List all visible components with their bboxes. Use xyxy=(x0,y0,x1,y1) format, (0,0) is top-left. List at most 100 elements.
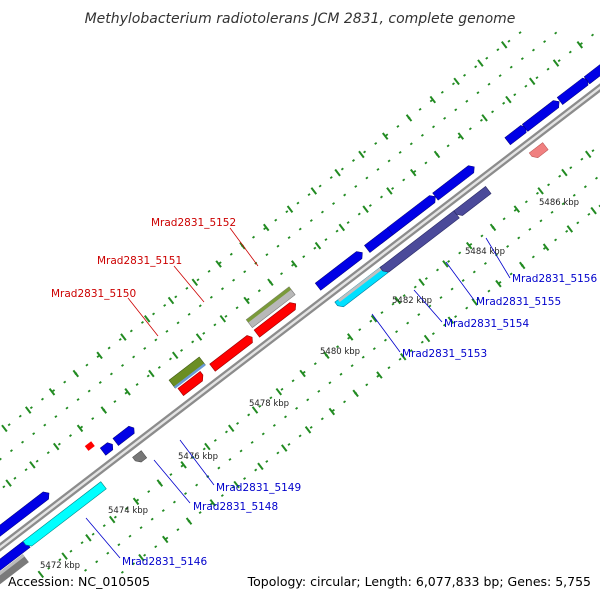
grid-dot xyxy=(343,193,347,197)
grid-dot xyxy=(302,255,306,259)
label-mrad2831-5149[interactable]: Mrad2831_5149 xyxy=(216,482,301,494)
major-tick xyxy=(409,168,417,177)
grid-dot xyxy=(376,167,380,171)
gene-gray-left[interactable] xyxy=(0,554,29,593)
major-tick xyxy=(566,225,574,233)
grid-dot xyxy=(161,509,165,513)
gene-blue-5486-c[interactable] xyxy=(556,76,590,105)
gene-mrad2831-5156[interactable] xyxy=(528,142,549,160)
grid-dot xyxy=(129,329,133,333)
grid-dot xyxy=(487,82,491,86)
gene-mrad2831-5151[interactable] xyxy=(209,334,255,372)
label-mrad2831-5156[interactable]: Mrad2831_5156 xyxy=(512,273,597,285)
grid-dot xyxy=(396,124,400,128)
grid-dot xyxy=(302,370,306,374)
grid-dot xyxy=(131,562,135,566)
gene-blue-small[interactable] xyxy=(99,441,115,456)
grid-dot xyxy=(0,457,2,461)
grid-dot xyxy=(557,59,561,63)
gene-blue-5484[interactable] xyxy=(432,163,477,201)
gene-blue-5486-b[interactable] xyxy=(521,98,562,132)
label-mrad2831-5154[interactable]: Mrad2831_5154 xyxy=(444,318,529,330)
gene-mrad2831-5152-lower[interactable] xyxy=(253,300,298,338)
grid-dot xyxy=(58,558,62,562)
major-tick xyxy=(209,499,217,507)
grid-dot xyxy=(463,73,467,77)
gene-blue-edge[interactable] xyxy=(583,53,600,85)
grid-dot xyxy=(454,108,458,112)
label-mrad2831-5150[interactable]: Mrad2831_5150 xyxy=(51,288,136,300)
major-tick xyxy=(124,388,131,396)
grid-dot xyxy=(372,347,376,351)
grid-dot xyxy=(209,295,213,299)
grid-dot xyxy=(121,364,125,367)
gene-mrad2831-5150-lower[interactable] xyxy=(177,370,206,397)
grid-dot xyxy=(432,125,436,129)
gene-blue-5480-a[interactable] xyxy=(314,249,365,291)
major-tick xyxy=(423,334,431,343)
grid-dot xyxy=(18,414,22,418)
major-tick xyxy=(381,132,389,140)
label-mrad2831-5155[interactable]: Mrad2831_5155 xyxy=(476,296,561,308)
grid-dot xyxy=(402,178,406,182)
gene-mrad2831-5147[interactable] xyxy=(0,490,52,563)
grid-dot xyxy=(172,500,176,504)
gene-blue-5482-a[interactable] xyxy=(387,193,438,236)
grid-dot xyxy=(228,458,232,461)
grid-dot xyxy=(143,553,147,557)
gene-mrad2831-5155[interactable] xyxy=(453,186,492,217)
major-tick xyxy=(281,444,288,452)
gene-blue-5486-a[interactable] xyxy=(504,124,529,146)
grid-dot xyxy=(265,460,269,463)
grid-dot xyxy=(565,229,569,233)
major-tick xyxy=(465,241,473,250)
grid-dot xyxy=(220,287,224,291)
grid-dot xyxy=(368,204,372,207)
grid-dot xyxy=(169,473,173,476)
gene-mrad2831-5146[interactable] xyxy=(22,481,107,549)
grid-dot xyxy=(287,236,291,240)
grid-dot xyxy=(280,387,284,391)
grid-dot xyxy=(185,286,189,290)
gene-mrad2831-5154[interactable] xyxy=(379,210,460,275)
grid-dot xyxy=(442,323,446,327)
grid-dot xyxy=(43,423,47,427)
major-tick xyxy=(132,497,140,506)
small-red-feature[interactable] xyxy=(84,441,95,451)
grid-dot xyxy=(476,91,480,95)
grid-dot xyxy=(347,336,351,340)
major-tick xyxy=(290,260,298,268)
grid-dot xyxy=(146,374,150,378)
grid-dot xyxy=(229,252,233,256)
grid-dot xyxy=(417,313,421,317)
grid-dot xyxy=(176,528,180,532)
label-mrad2831-5148[interactable]: Mrad2831_5148 xyxy=(193,501,278,513)
major-tick xyxy=(505,95,512,104)
major-tick xyxy=(108,515,116,524)
major-tick xyxy=(500,41,508,49)
grid-dot xyxy=(320,210,324,214)
grid-dot xyxy=(409,142,413,146)
grid-dot xyxy=(154,338,158,342)
label-mrad2831-5152[interactable]: Mrad2831_5152 xyxy=(151,217,236,229)
grid-dot xyxy=(383,338,387,342)
reverse-labels: Mrad2831_5156 Mrad2831_5155 Mrad2831_515… xyxy=(85,237,597,568)
grid-dot xyxy=(398,357,402,361)
label-mrad2831-5146[interactable]: Mrad2831_5146 xyxy=(122,556,207,568)
grid-dot xyxy=(579,42,583,46)
major-tick xyxy=(286,205,294,213)
grid-dot xyxy=(498,74,502,78)
grid-dot xyxy=(379,195,383,199)
gene-strip-left[interactable] xyxy=(0,539,31,584)
grid-dot xyxy=(340,167,344,171)
grid-dot xyxy=(21,440,25,444)
gene-mrad2831-5148[interactable] xyxy=(132,450,148,465)
gene-mrad2831-5149[interactable] xyxy=(112,424,137,446)
major-tick xyxy=(138,553,145,562)
label-mrad2831-5153[interactable]: Mrad2831_5153 xyxy=(402,348,487,360)
major-tick xyxy=(215,260,222,268)
major-tick xyxy=(262,223,270,232)
label-mrad2831-5151[interactable]: Mrad2831_5151 xyxy=(97,255,182,267)
grid-dot xyxy=(258,404,262,408)
grid-dot xyxy=(150,517,154,521)
